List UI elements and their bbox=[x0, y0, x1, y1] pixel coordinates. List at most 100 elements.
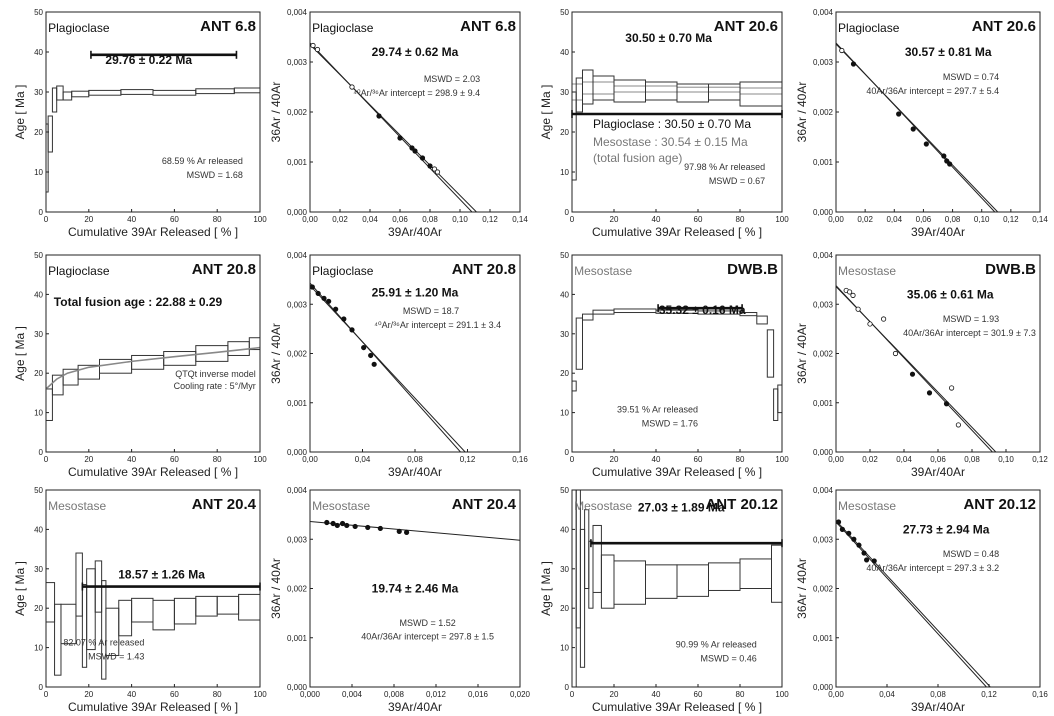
data-point bbox=[314, 46, 321, 53]
data-point bbox=[855, 306, 861, 312]
x-tick-label: 80 bbox=[736, 215, 745, 224]
note-text: 90.99 % Ar released bbox=[676, 640, 757, 650]
y-tick-label: 10 bbox=[34, 409, 43, 418]
note-text: MSWD = 1.76 bbox=[642, 418, 698, 428]
x-tick-label: 40 bbox=[127, 215, 136, 224]
panel-1: 0 20 40 60 80 100 0 10 20 30 40 50 Cumulative 39Ar R… bbox=[13, 8, 267, 239]
x-axis-title: 39Ar/40Ar bbox=[388, 225, 442, 239]
x-axis-title: Cumulative 39Ar Released [ % ] bbox=[68, 700, 238, 714]
y-axis-title: 36Ar / 40Ar bbox=[795, 82, 809, 143]
x-tick-label: 0,016 bbox=[468, 690, 489, 699]
x-tick-label: 20 bbox=[610, 215, 619, 224]
x-tick-label: 20 bbox=[84, 690, 93, 699]
step-box bbox=[572, 490, 577, 687]
step-box bbox=[47, 115, 53, 153]
step-box bbox=[88, 89, 122, 96]
data-point bbox=[955, 422, 962, 428]
x-axis-title: 39Ar/40Ar bbox=[911, 700, 965, 714]
x-tick-label: 0,08 bbox=[407, 455, 423, 464]
note-text: MSWD = 1.52 bbox=[399, 618, 455, 628]
step-box bbox=[46, 388, 53, 421]
y-tick-label: 20 bbox=[34, 128, 43, 137]
panel-5: 0 20 40 60 80 100 0 10 20 30 40 50 Cumulative 39Ar R… bbox=[13, 251, 267, 479]
plot-data bbox=[310, 282, 466, 452]
data-point bbox=[947, 161, 953, 167]
y-tick-label: 0,003 bbox=[287, 58, 308, 67]
y-tick-label: 0,003 bbox=[287, 300, 308, 309]
y-tick-label: 0,000 bbox=[287, 448, 308, 457]
x-tick-label: 0,00 bbox=[828, 455, 844, 464]
y-tick-label: 0 bbox=[39, 208, 44, 217]
y-tick-label: 0,001 bbox=[813, 158, 834, 167]
step-box bbox=[592, 524, 602, 593]
y-tick-label: 10 bbox=[34, 168, 43, 177]
x-tick-label: 0 bbox=[44, 455, 49, 464]
data-point bbox=[871, 558, 877, 564]
y-tick-label: 0,002 bbox=[287, 350, 308, 359]
sample-id: ANT 20.12 bbox=[705, 496, 778, 513]
note-text: 40Ar/36Ar intercept = 297.8 ± 1.5 bbox=[361, 632, 494, 642]
panel-2: 0,00 0,02 0,04 0,06 0,08 0,10 0,12 0,14 0,000 0,0… bbox=[269, 8, 528, 239]
note-text: 40Ar/36Ar intercept = 301.9 ± 7.3 bbox=[903, 328, 1036, 338]
data-point bbox=[310, 284, 315, 290]
x-tick-label: 0,16 bbox=[1032, 690, 1048, 699]
x-tick-label: 0,04 bbox=[362, 215, 378, 224]
y-tick-label: 0,004 bbox=[813, 486, 834, 495]
x-tick-label: 40 bbox=[127, 455, 136, 464]
y-tick-label: 0,000 bbox=[813, 208, 834, 217]
y-tick-label: 40 bbox=[560, 48, 569, 57]
x-tick-label: 60 bbox=[170, 455, 179, 464]
data-point bbox=[377, 525, 383, 532]
data-point bbox=[396, 528, 402, 534]
x-tick-label: 0,00 bbox=[302, 215, 318, 224]
x-tick-label: 0,06 bbox=[916, 215, 932, 224]
isochron-line bbox=[836, 42, 996, 212]
y-tick-label: 0,001 bbox=[287, 634, 308, 643]
step-box bbox=[75, 552, 83, 617]
x-tick-label: 0,04 bbox=[879, 690, 895, 699]
sample-id: ANT 6.8 bbox=[460, 18, 516, 35]
x-tick-label: 60 bbox=[694, 690, 703, 699]
mineral-label: Plagioclase bbox=[312, 21, 374, 35]
note-text: 40Ar/36Ar intercept = 297.7 ± 5.4 bbox=[866, 86, 999, 96]
y-tick-label: 0,003 bbox=[813, 535, 834, 544]
age-label: 30.57 ± 0.81 Ma bbox=[905, 45, 992, 59]
panel-12: 0,00 0,04 0,08 0,12 0,16 0,000 0,001 0,002 0,003… bbox=[795, 486, 1048, 714]
y-tick-label: 0,002 bbox=[287, 585, 308, 594]
data-point bbox=[333, 306, 339, 312]
plot-frame bbox=[45, 254, 261, 453]
age-label: 29.76 ± 0.22 Ma bbox=[105, 53, 192, 67]
y-tick-label: 50 bbox=[560, 251, 569, 260]
y-axis-title: Age [ Ma ] bbox=[539, 561, 553, 616]
data-point bbox=[376, 113, 382, 119]
step-box bbox=[592, 75, 615, 101]
data-point bbox=[867, 321, 873, 327]
x-tick-label: 40 bbox=[652, 455, 661, 464]
x-tick-label: 0,16 bbox=[512, 455, 528, 464]
note-text: MSWD = 0.46 bbox=[701, 653, 757, 663]
plot-data bbox=[836, 285, 997, 452]
data-point bbox=[856, 542, 862, 548]
data-point bbox=[368, 352, 374, 359]
y-tick-label: 20 bbox=[34, 369, 43, 378]
x-tick-label: 0,004 bbox=[342, 690, 363, 699]
note-text: 97.98 % Ar released bbox=[684, 162, 765, 172]
y-tick-label: 0,001 bbox=[287, 158, 308, 167]
x-tick-label: 0,008 bbox=[384, 690, 405, 699]
model-curve bbox=[46, 346, 260, 390]
mineral-label: Mesostase bbox=[838, 499, 896, 513]
age-label: 29.74 ± 0.62 Ma bbox=[372, 45, 459, 59]
plot-data bbox=[572, 490, 782, 687]
x-tick-label: 80 bbox=[736, 455, 745, 464]
note-text: MSWD = 0.67 bbox=[709, 176, 765, 186]
x-tick-label: 0,12 bbox=[1003, 215, 1019, 224]
x-tick-label: 0,10 bbox=[974, 215, 990, 224]
step-box bbox=[645, 81, 678, 101]
y-axis-title: 36Ar / 40Ar bbox=[269, 558, 283, 619]
age-label: 18.57 ± 1.26 Ma bbox=[118, 568, 205, 582]
note-text: Cooling rate : 5°/Myr bbox=[174, 381, 256, 391]
plot-data bbox=[46, 337, 260, 421]
x-axis-title: 39Ar/40Ar bbox=[388, 700, 442, 714]
y-tick-label: 0,001 bbox=[813, 634, 834, 643]
mineral-label: Mesostase bbox=[574, 499, 632, 513]
